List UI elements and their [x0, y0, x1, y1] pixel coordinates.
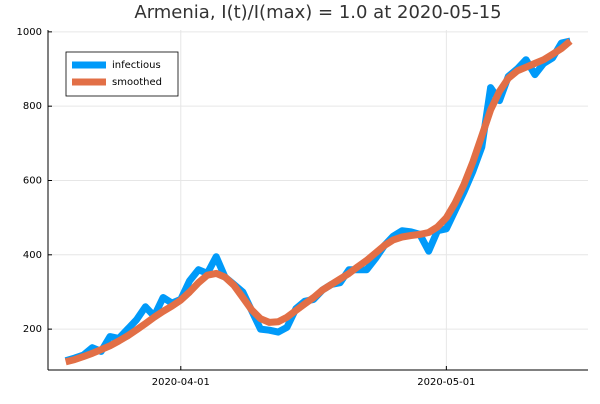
legend-box — [65, 51, 179, 97]
legend-label: infectious — [112, 60, 161, 71]
y-tick-label: 200 — [23, 324, 42, 335]
y-tick-label: 800 — [23, 101, 42, 112]
x-tick-label: 2020-05-01 — [417, 377, 475, 388]
y-tick-label: 600 — [23, 175, 42, 186]
y-tick-label: 400 — [23, 250, 42, 261]
chart-title: Armenia, I(t)/I(max) = 1.0 at 2020-05-15 — [134, 2, 501, 23]
legend-label: smoothed — [112, 77, 162, 88]
line — [64, 38, 573, 366]
x-tick-label: 2020-04-01 — [152, 377, 210, 388]
y-tick-label: 1000 — [17, 27, 42, 38]
